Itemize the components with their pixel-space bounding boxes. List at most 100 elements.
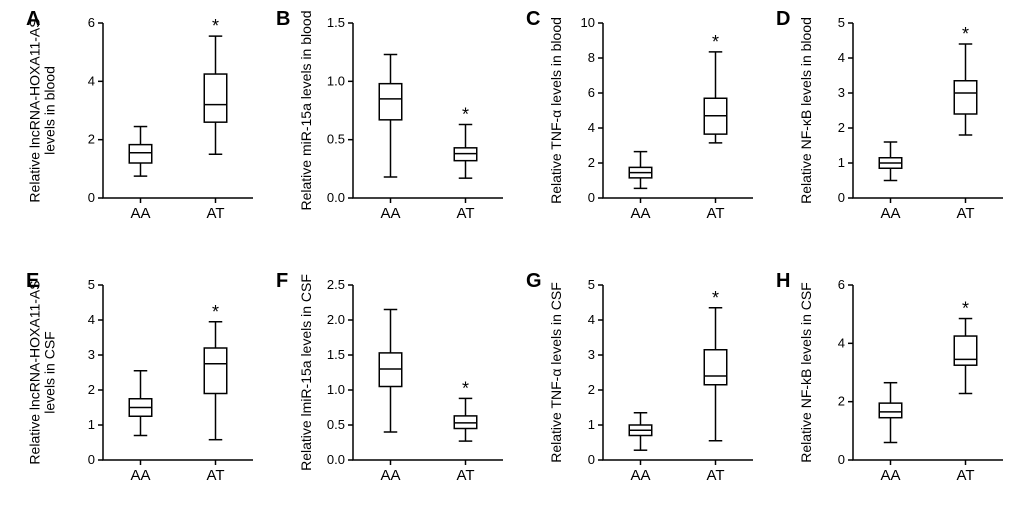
ytick-label: 4 — [838, 335, 845, 350]
panel-C: C 0 2 4 6 8 10 AA AT * Relative TNF-α levels in bl… — [528, 8, 768, 248]
panel-label-G: G — [526, 270, 542, 293]
boxplot-box — [954, 336, 977, 365]
category-label: AA — [630, 467, 650, 484]
boxplot-box — [129, 145, 152, 163]
panel-svg-F: 0.00.51.01.52.02.5AAAT*Relative lmiR-15a… — [278, 270, 518, 510]
significance-star: * — [712, 288, 719, 308]
y-axis-label: levels in blood — [42, 66, 58, 155]
panel-D: D012345AAAT*Relative NF-κB levels in blo… — [778, 8, 1018, 248]
category-label: AT — [456, 205, 474, 222]
ytick-label: 0 — [88, 452, 95, 467]
category-label: AT — [206, 205, 224, 222]
panel-svg-C: 0 2 4 6 8 10 AA AT * Relative TNF-α levels in blo… — [528, 8, 768, 248]
ytick-label: 6 — [588, 85, 595, 100]
ytick-label: 2 — [588, 382, 595, 397]
ytick-label: 0.0 — [327, 190, 345, 205]
ytick-label: 8 — [588, 50, 595, 65]
ytick-label: 0.5 — [327, 417, 345, 432]
y-axis-label: Relative TNF-α levels in CSF — [548, 282, 564, 463]
significance-star: * — [712, 32, 719, 52]
panel-label-E: E — [26, 270, 39, 293]
ytick-label: 5 — [838, 15, 845, 30]
significance-star: * — [462, 105, 469, 125]
y-axis-label: Relative NF-κB levels in blood — [798, 17, 814, 204]
ytick-label: 0 — [838, 190, 845, 205]
ytick-label: 3 — [588, 347, 595, 362]
significance-star: * — [962, 24, 969, 44]
significance-star: * — [962, 299, 969, 319]
boxplot-box — [379, 84, 402, 120]
panel-label-A: A — [26, 8, 40, 31]
ytick-label: 4 — [588, 312, 595, 327]
category-label: AA — [380, 205, 400, 222]
y-axis-label: levels in CSF — [42, 331, 58, 413]
category-label: AT — [706, 205, 724, 222]
category-label: AT — [956, 205, 974, 222]
panel-H: H0246AAAT*Relative NF-kB levels in CSF — [778, 270, 1018, 510]
panel-svg-H: 0246AAAT*Relative NF-kB levels in CSF — [778, 270, 1018, 510]
ytick-label: 0 — [588, 190, 595, 205]
ytick-label: 5 — [588, 277, 595, 292]
boxplot-box — [204, 74, 227, 122]
ytick-label: 2 — [838, 394, 845, 409]
y-axis-label: Relative miR-15a levels in blood — [298, 11, 314, 211]
y-axis-label: Relative lncRNA-HOXA11-AS — [27, 280, 43, 464]
ytick-label: 2 — [588, 155, 595, 170]
category-label: AA — [130, 205, 150, 222]
ytick-label: 0 — [838, 452, 845, 467]
category-label: AT — [456, 467, 474, 484]
ytick-label: 5 — [88, 277, 95, 292]
ytick-label: 6 — [88, 15, 95, 30]
ytick-label: 2.5 — [327, 277, 345, 292]
panel-B: B0.00.51.01.5AAAT*Relative miR-15a level… — [278, 8, 518, 248]
panel-F: F0.00.51.01.52.02.5AAAT*Relative lmiR-15… — [278, 270, 518, 510]
ytick-label: 1 — [88, 417, 95, 432]
y-axis-label: Relative lmiR-15a levels in CSF — [298, 274, 314, 471]
category-label: AA — [880, 467, 900, 484]
category-label: AT — [956, 467, 974, 484]
ytick-label: 2.0 — [327, 312, 345, 327]
ytick-label: 0 — [88, 190, 95, 205]
boxplot-box — [704, 350, 727, 385]
panel-G: G 0 1 2 3 4 5 AA AT * Relative TNF-α levels in CSF — [528, 270, 768, 510]
category-label: AA — [130, 467, 150, 484]
significance-star: * — [462, 378, 469, 398]
panel-label-F: F — [276, 270, 288, 293]
panel-label-C: C — [526, 8, 540, 31]
panel-svg-B: 0.0 0.5 1.0 1.5 AA AT * Relative miR-15a levels… — [278, 8, 518, 248]
ytick-label: 4 — [588, 120, 595, 135]
y-axis-label: Relative lncRNA-HOXA11-AS — [27, 18, 43, 202]
ytick-label: 3 — [838, 85, 845, 100]
ytick-label: 4 — [88, 312, 95, 327]
ytick-label: 4 — [88, 73, 95, 88]
panel-label-H: H — [776, 270, 790, 293]
category-label: AT — [706, 467, 724, 484]
ytick-label: 1.0 — [327, 73, 345, 88]
panel-svg-G: 0 1 2 3 4 5 AA AT * Relative TNF-α levels in CSF — [528, 270, 768, 510]
y-axis-label: Relative TNF-α levels in blood — [548, 17, 564, 204]
panel-A: A 0 2 4 6 AA AT * Relative lncRNA-HOXA11-ASlevel… — [28, 8, 268, 248]
boxplot-box — [954, 81, 977, 114]
ytick-label: 1.5 — [327, 347, 345, 362]
ytick-label: 0.0 — [327, 452, 345, 467]
significance-star: * — [212, 16, 219, 36]
ytick-label: 1 — [588, 417, 595, 432]
boxplot-box — [204, 348, 227, 394]
category-label: AA — [880, 205, 900, 222]
ytick-label: 10 — [581, 15, 595, 30]
category-label: AT — [206, 467, 224, 484]
ytick-label: 4 — [838, 50, 845, 65]
significance-star: * — [212, 302, 219, 322]
panel-label-D: D — [776, 8, 790, 31]
panel-svg-D: 012345AAAT*Relative NF-κB levels in bloo… — [778, 8, 1018, 248]
ytick-label: 0.5 — [327, 132, 345, 147]
ytick-label: 2 — [88, 382, 95, 397]
ytick-label: 1.5 — [327, 15, 345, 30]
ytick-label: 2 — [88, 132, 95, 147]
ytick-label: 1.0 — [327, 382, 345, 397]
ytick-label: 0 — [588, 452, 595, 467]
panel-svg-A: 0 2 4 6 AA AT * Relative lncRNA-HOXA11-ASlevels… — [28, 8, 268, 248]
category-label: AA — [630, 205, 650, 222]
ytick-label: 6 — [838, 277, 845, 292]
ytick-label: 3 — [88, 347, 95, 362]
